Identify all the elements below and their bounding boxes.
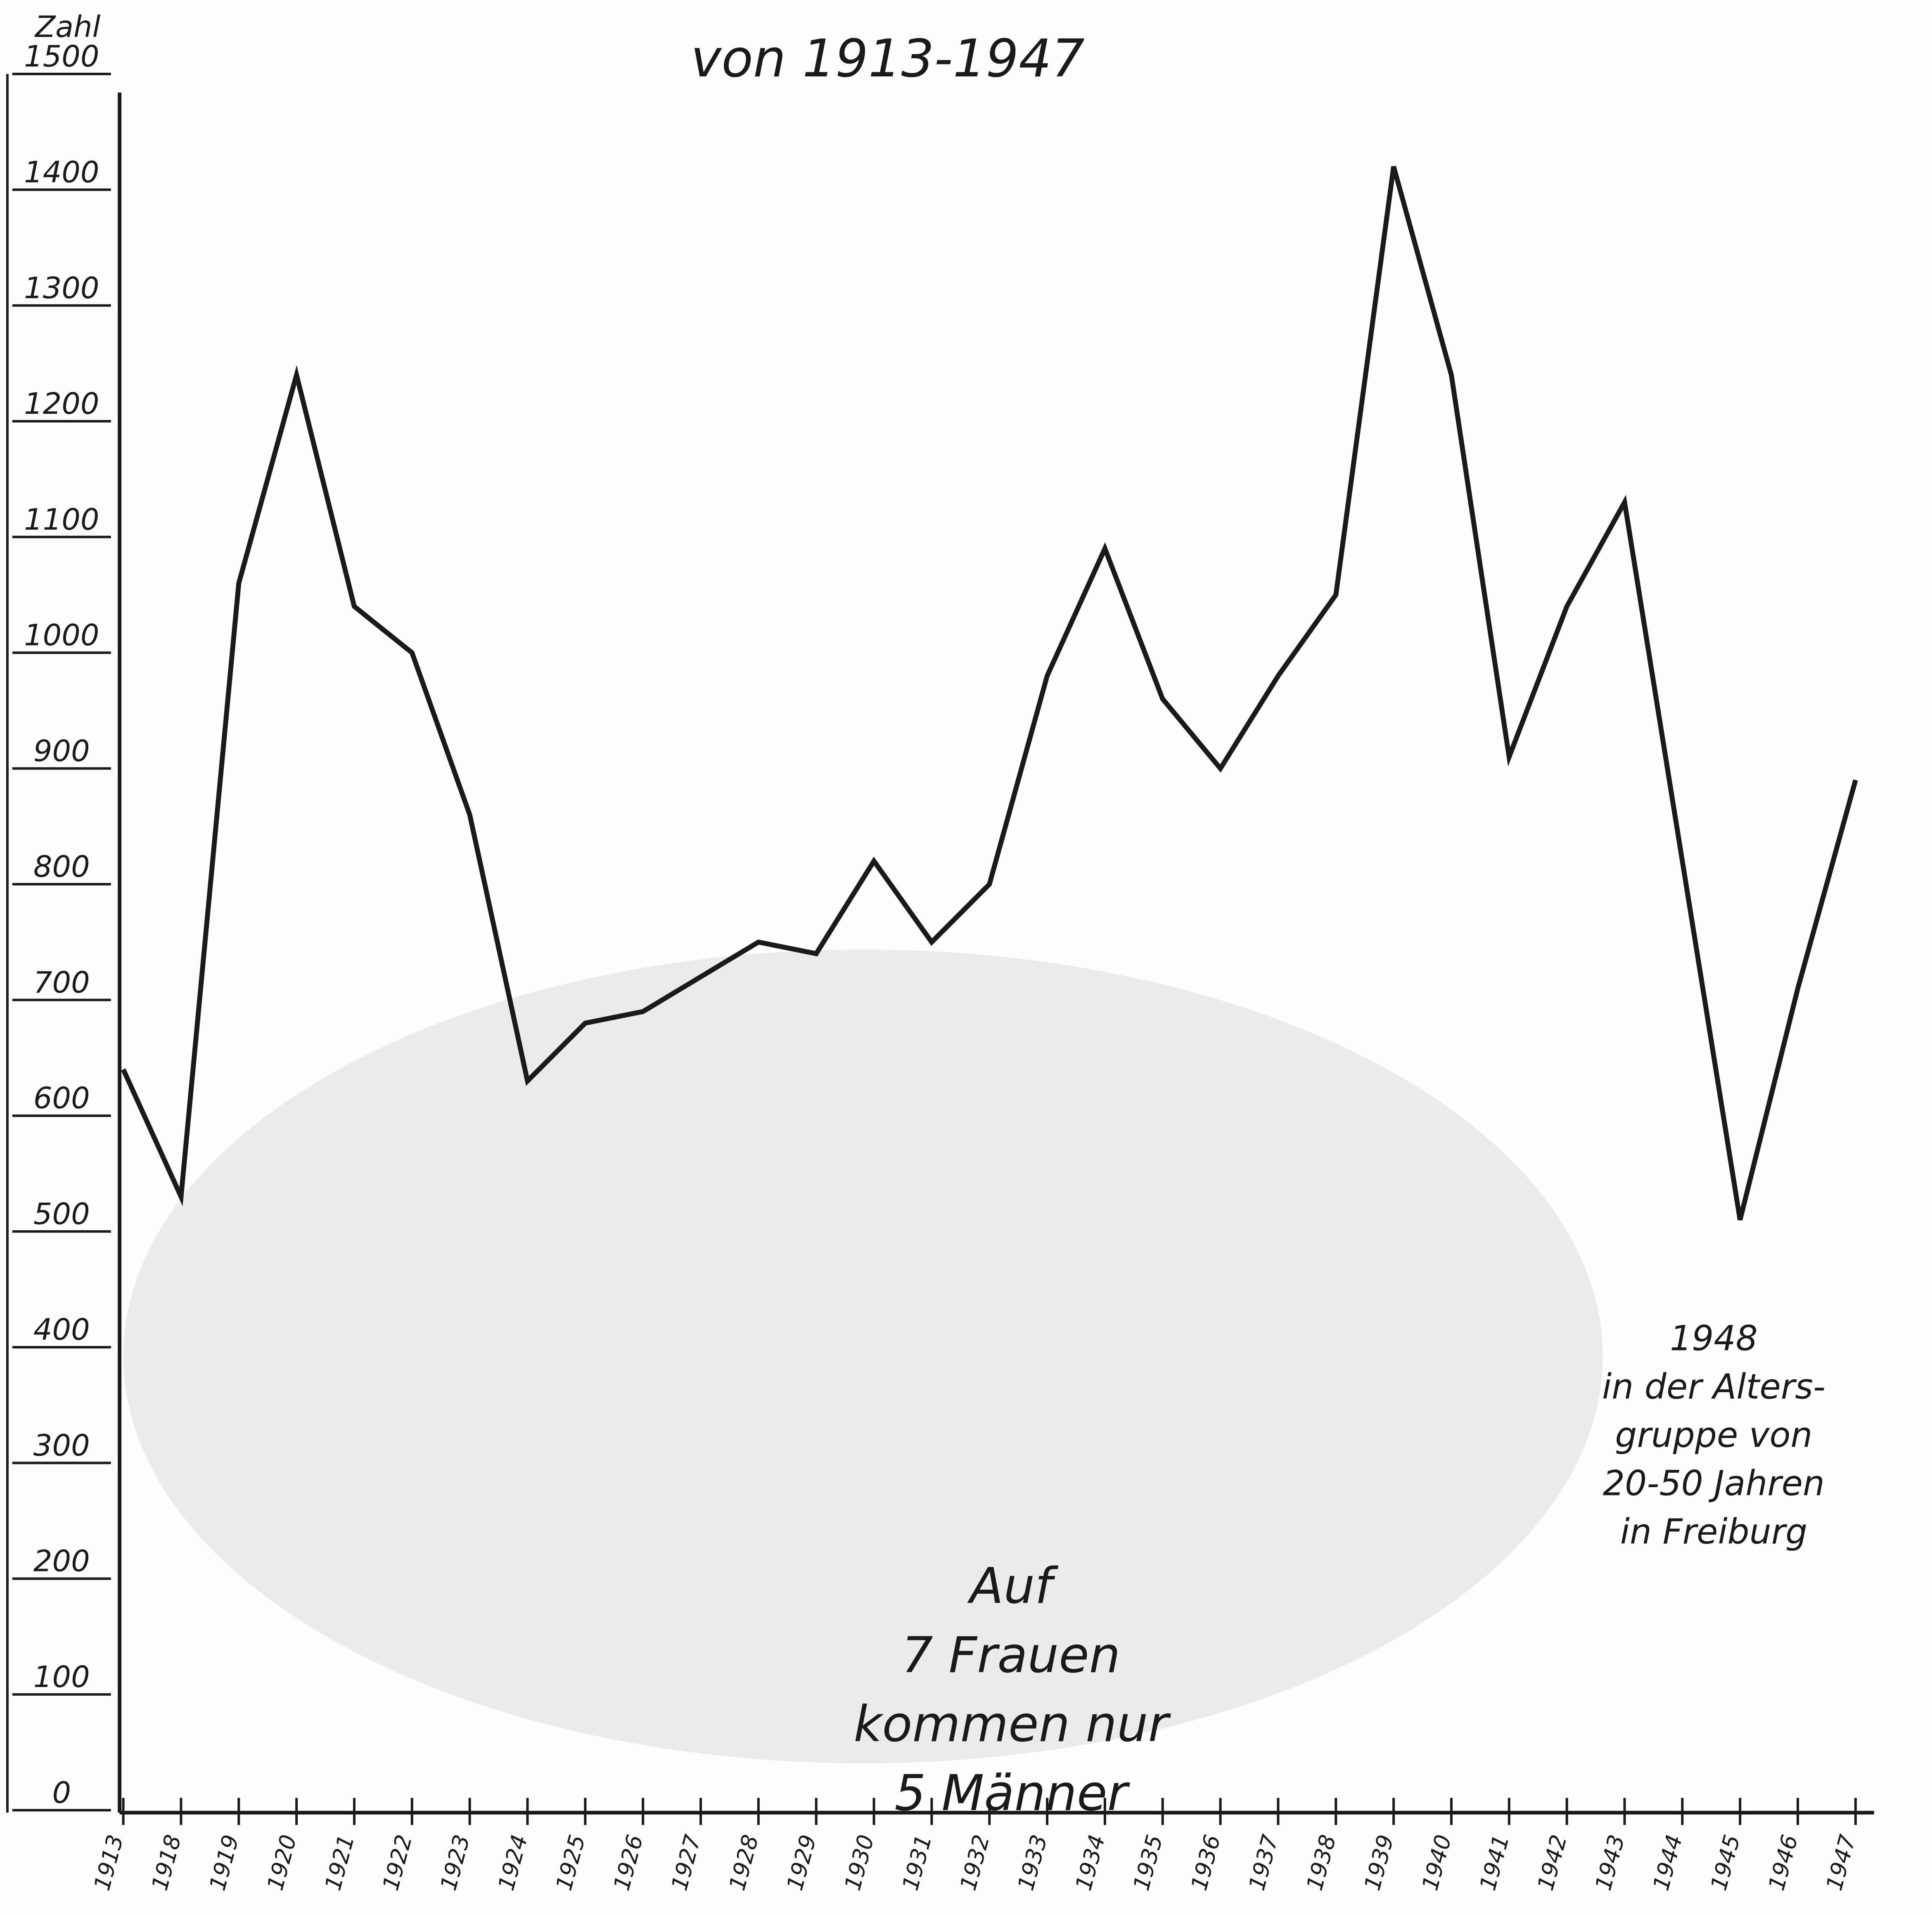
y-tick-label: 0 (52, 1775, 71, 1810)
annotation: kommen nur (853, 1696, 1171, 1753)
y-axis-label: Zahl (34, 9, 100, 44)
annotation: 5 Männer (894, 1765, 1130, 1822)
y-tick-label: 1400 (24, 155, 99, 190)
y-tick-label: 100 (33, 1659, 90, 1694)
annotation: 20-50 Jahren (1603, 1463, 1825, 1504)
data-line (121, 166, 1858, 1221)
y-tick-label: 300 (33, 1428, 90, 1462)
annotation: in Freiburg (1620, 1512, 1807, 1552)
annotation: gruppe von (1615, 1415, 1812, 1455)
illustration-shading (123, 949, 1603, 1763)
y-tick-label: 1000 (24, 618, 99, 653)
y-tick-label: 1500 (24, 39, 99, 74)
y-tick-label: 1200 (24, 386, 99, 421)
y-tick-label: 1300 (24, 271, 99, 305)
y-tick-label: 900 (33, 733, 90, 768)
annotation: 7 Frauen (902, 1627, 1121, 1684)
annotation: Auf (967, 1558, 1059, 1615)
y-tick-label: 500 (33, 1196, 90, 1231)
y-tick-label: 800 (33, 849, 90, 884)
y-tick-label: 1100 (24, 502, 99, 536)
y-tick-label: 200 (33, 1544, 90, 1578)
chart-title: von 1913-1947 (691, 28, 1085, 89)
y-tick-label: 400 (33, 1312, 90, 1347)
annotation: 1948 (1670, 1318, 1758, 1358)
y-tick-label: 700 (33, 965, 90, 999)
annotation: in der Alters- (1602, 1367, 1825, 1407)
y-tick-label: 600 (33, 1081, 90, 1115)
